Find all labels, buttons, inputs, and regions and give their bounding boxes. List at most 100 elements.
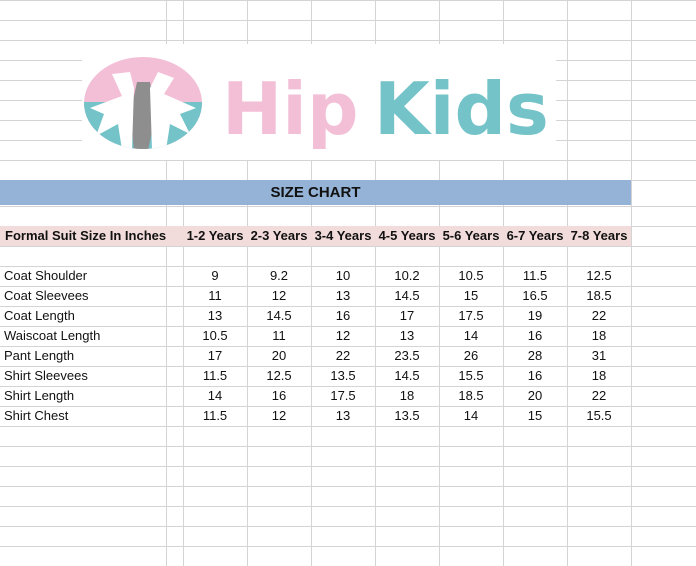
value-cell[interactable]: 16.5	[522, 288, 548, 303]
value-cell[interactable]: 17	[399, 308, 415, 323]
value-cell[interactable]: 13.5	[330, 368, 356, 383]
value-cell[interactable]: 9.2	[269, 268, 289, 283]
column-gridline	[631, 0, 632, 566]
header-row	[0, 226, 631, 246]
row-gridline	[0, 386, 696, 387]
row-gridline	[0, 306, 696, 307]
value-cell[interactable]: 16	[271, 388, 287, 403]
value-cell[interactable]: 16	[527, 368, 543, 383]
row-label-cell[interactable]: Shirt Length	[4, 388, 75, 403]
row-gridline	[0, 426, 696, 427]
value-cell[interactable]: 14.5	[394, 288, 420, 303]
row-gridline	[0, 266, 696, 267]
value-cell[interactable]: 26	[463, 348, 479, 363]
hipkids-logo: Hip Kids	[82, 44, 556, 160]
value-cell[interactable]: 12	[271, 408, 287, 423]
row-label-cell[interactable]: Coat Sleevees	[4, 288, 89, 303]
value-cell[interactable]: 20	[527, 388, 543, 403]
value-cell[interactable]: 13.5	[394, 408, 420, 423]
column-header-cell[interactable]: 7-8 Years	[570, 228, 628, 243]
value-cell[interactable]: 18.5	[586, 288, 612, 303]
value-cell[interactable]: 22	[591, 388, 607, 403]
value-cell[interactable]: 13	[335, 288, 351, 303]
row-gridline	[0, 526, 696, 527]
row-label-cell[interactable]: Waiscoat Length	[4, 328, 101, 343]
value-cell[interactable]: 9	[211, 268, 219, 283]
row-label-cell[interactable]: Coat Length	[4, 308, 75, 323]
row-label-cell[interactable]: Shirt Chest	[4, 408, 69, 423]
value-cell[interactable]: 10.2	[394, 268, 420, 283]
value-cell[interactable]: 28	[527, 348, 543, 363]
value-cell[interactable]: 16	[335, 308, 351, 323]
value-cell[interactable]: 13	[335, 408, 351, 423]
value-cell[interactable]: 15.5	[586, 408, 612, 423]
value-cell[interactable]: 12.5	[586, 268, 612, 283]
value-cell[interactable]: 12	[335, 328, 351, 343]
value-cell[interactable]: 18	[591, 368, 607, 383]
value-cell[interactable]: 12	[271, 288, 287, 303]
row-gridline	[0, 286, 696, 287]
row-gridline	[0, 206, 696, 207]
value-cell[interactable]: 15	[527, 408, 543, 423]
value-cell[interactable]: 15.5	[458, 368, 484, 383]
row-gridline	[0, 546, 696, 547]
row-gridline	[0, 406, 696, 407]
logo-text-kids: Kids	[374, 67, 549, 151]
value-cell[interactable]: 11.5	[522, 268, 548, 283]
value-cell[interactable]: 16	[527, 328, 543, 343]
value-cell[interactable]: 19	[527, 308, 543, 323]
value-cell[interactable]: 31	[591, 348, 607, 363]
value-cell[interactable]: 14	[207, 388, 223, 403]
column-header-cell[interactable]: 6-7 Years	[506, 228, 564, 243]
row-label-cell[interactable]: Coat Shoulder	[4, 268, 88, 283]
value-cell[interactable]: 17	[207, 348, 223, 363]
value-cell[interactable]: 20	[271, 348, 287, 363]
column-gridline	[166, 0, 167, 566]
value-cell[interactable]: 13	[207, 308, 223, 323]
value-cell[interactable]: 12.5	[266, 368, 292, 383]
column-header-cell[interactable]: 3-4 Years	[314, 228, 372, 243]
value-cell[interactable]: 10.5	[458, 268, 484, 283]
value-cell[interactable]: 14.5	[266, 308, 292, 323]
value-cell[interactable]: 18	[591, 328, 607, 343]
row-gridline	[0, 40, 696, 41]
value-cell[interactable]: 23.5	[394, 348, 420, 363]
value-cell[interactable]: 11.5	[202, 368, 228, 383]
value-cell[interactable]: 14	[463, 408, 479, 423]
row-gridline	[0, 446, 696, 447]
column-gridline	[247, 0, 248, 566]
value-cell[interactable]: 17.5	[458, 308, 484, 323]
row-gridline	[0, 366, 696, 367]
value-cell[interactable]: 22	[335, 348, 351, 363]
column-gridline	[503, 0, 504, 566]
logo-text-hip: Hip	[222, 67, 358, 151]
column-header-cell[interactable]: 1-2 Years	[186, 228, 244, 243]
logo-emblem-icon: Hip Kids	[84, 57, 549, 151]
column-header-cell[interactable]: 4-5 Years	[378, 228, 436, 243]
value-cell[interactable]: 11.5	[202, 408, 228, 423]
value-cell[interactable]: 11	[208, 288, 222, 303]
value-cell[interactable]: 13	[399, 328, 415, 343]
value-cell[interactable]: 18.5	[458, 388, 484, 403]
row-gridline	[0, 326, 696, 327]
value-cell[interactable]: 17.5	[330, 388, 356, 403]
value-cell[interactable]: 14.5	[394, 368, 420, 383]
column-gridline	[311, 0, 312, 566]
row-label-cell[interactable]: Pant Length	[4, 348, 75, 363]
value-cell[interactable]: 18	[399, 388, 415, 403]
column-gridline	[567, 0, 568, 566]
column-header-cell[interactable]: 5-6 Years	[442, 228, 500, 243]
value-cell[interactable]: 14	[463, 328, 479, 343]
value-cell[interactable]: 10	[335, 268, 351, 283]
size-chart-banner: SIZE CHART	[0, 180, 631, 205]
value-cell[interactable]: 22	[591, 308, 607, 323]
value-cell[interactable]: 15	[463, 288, 479, 303]
column-gridline	[439, 0, 440, 566]
row-label-cell[interactable]: Shirt Sleevees	[4, 368, 88, 383]
value-cell[interactable]: 11	[272, 328, 286, 343]
row-gridline	[0, 506, 696, 507]
row-gridline	[0, 0, 696, 1]
value-cell[interactable]: 10.5	[202, 328, 228, 343]
column-header-cell[interactable]: 2-3 Years	[250, 228, 308, 243]
corner-label-cell[interactable]: Formal Suit Size In Inches	[5, 228, 167, 243]
